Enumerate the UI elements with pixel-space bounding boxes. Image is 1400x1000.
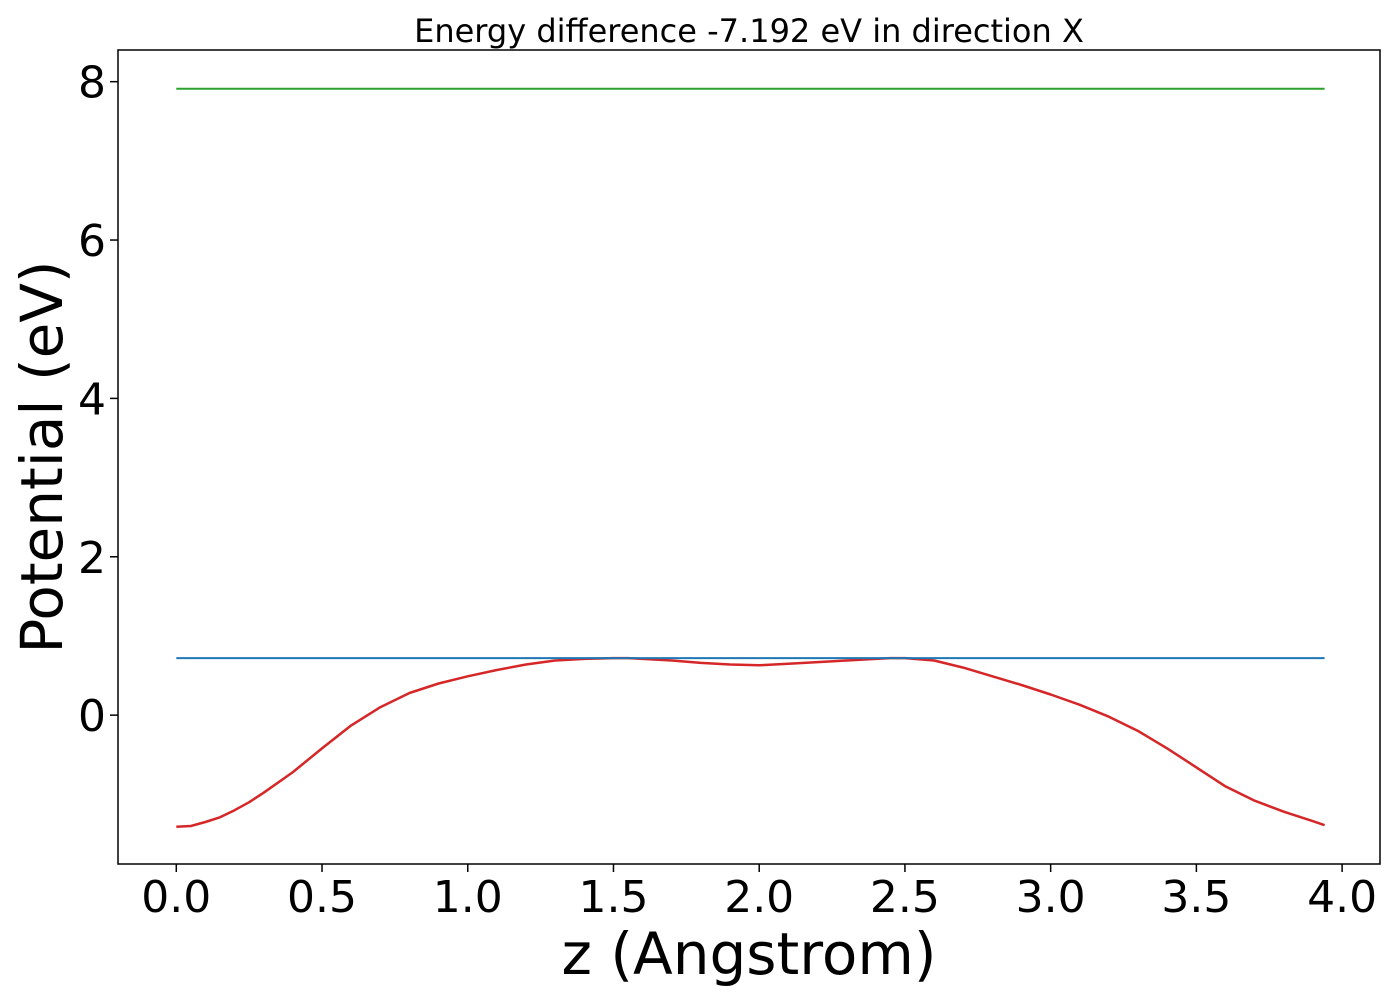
x-axis: 0.0 0.5 1.0 1.5 2.0 2.5 3.0 3.5 4.0: [141, 864, 1377, 923]
y-tick-label: 8: [78, 58, 106, 109]
x-tick-label: 1.0: [433, 872, 503, 923]
x-axis-label: z (Angstrom): [562, 920, 937, 988]
y-tick-label: 4: [78, 374, 106, 425]
series-layer: [176, 87, 1326, 829]
x-tick-label: 4.0: [1307, 872, 1377, 923]
chart-title: Energy difference -7.192 eV in direction…: [414, 12, 1084, 50]
x-tick-label: 2.0: [724, 872, 794, 923]
plot-area: [117, 49, 1381, 865]
x-tick-label: 2.5: [870, 872, 940, 923]
y-axis-label: Potential (eV): [8, 260, 76, 653]
y-tick-label: 2: [78, 533, 106, 584]
y-tick-label: 6: [78, 216, 106, 267]
series-line-1: [176, 656, 1326, 829]
x-tick-label: 3.5: [1161, 872, 1231, 923]
x-tick-label: 3.0: [1016, 872, 1086, 923]
x-tick-label: 0.0: [141, 872, 211, 923]
y-axis: 0 2 4 6 8: [78, 58, 118, 742]
x-tick-label: 0.5: [287, 872, 357, 923]
x-tick-label: 1.5: [578, 872, 648, 923]
y-tick-label: 0: [78, 691, 106, 742]
